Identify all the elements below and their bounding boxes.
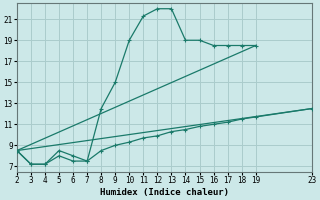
X-axis label: Humidex (Indice chaleur): Humidex (Indice chaleur) [100, 188, 229, 197]
